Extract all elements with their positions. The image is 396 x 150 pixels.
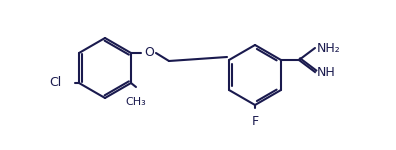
Text: F: F xyxy=(251,115,259,128)
Text: NH₂: NH₂ xyxy=(317,42,341,54)
Text: O: O xyxy=(144,46,154,60)
Text: CH₃: CH₃ xyxy=(126,97,147,107)
Text: NH: NH xyxy=(317,66,336,78)
Text: Cl: Cl xyxy=(49,76,61,90)
